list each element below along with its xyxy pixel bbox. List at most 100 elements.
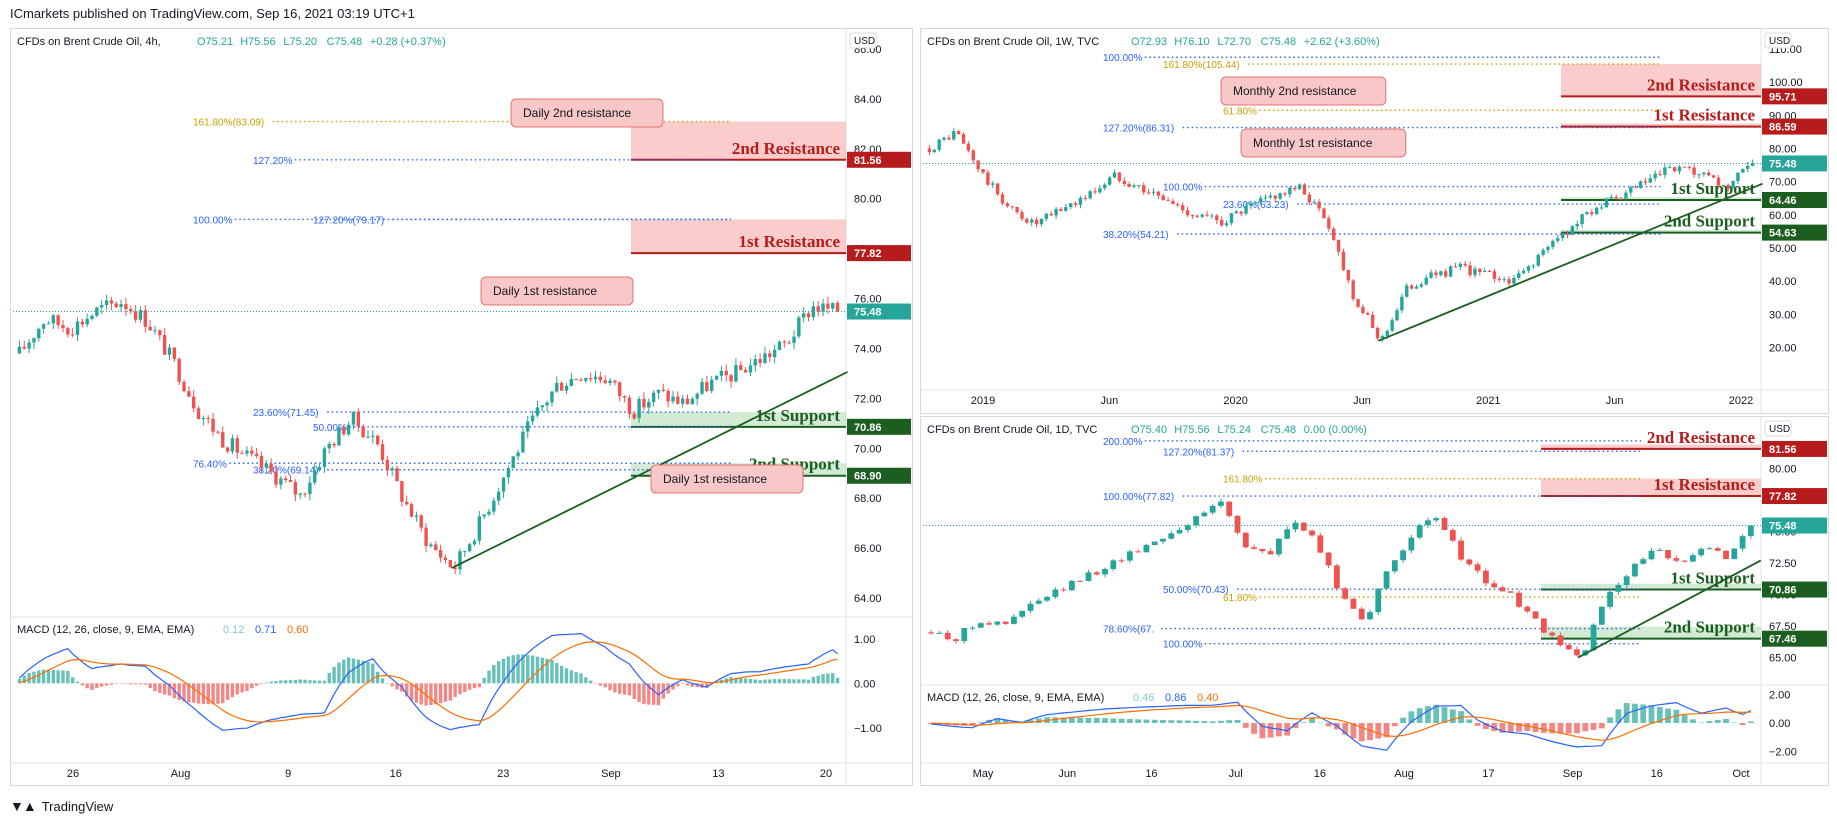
- candle-body: [772, 349, 777, 358]
- candle-body: [472, 540, 477, 545]
- candle-body: [1690, 555, 1696, 562]
- candle-body: [1312, 201, 1316, 203]
- candle-body: [303, 493, 307, 495]
- candle-body: [1000, 194, 1005, 204]
- macd-bar: [994, 718, 1001, 723]
- candle-body: [1350, 598, 1357, 609]
- macd-bar: [225, 683, 230, 700]
- candle-body: [545, 402, 549, 406]
- candle-body: [526, 421, 530, 432]
- left-chart-svg[interactable]: 86.0084.0082.0080.0078.0076.0074.0072.00…: [11, 29, 912, 785]
- candle-body: [172, 347, 177, 359]
- candle-body: [1103, 184, 1107, 189]
- candle-body: [1137, 185, 1141, 187]
- zone-support: [1541, 583, 1761, 590]
- weekly-chart-panel[interactable]: 110.00 100.00 90.00 80.00 70.00 60.00 50.00 40.…: [920, 28, 1829, 414]
- candle-body: [1491, 583, 1498, 588]
- macd-bar: [119, 683, 123, 684]
- candle-body: [1278, 193, 1282, 199]
- left-chart-panel[interactable]: 86.0084.0082.0080.0078.0076.0074.0072.00…: [10, 28, 913, 786]
- fib-level-label: 100.00%: [1163, 183, 1203, 194]
- candle-body: [574, 378, 578, 380]
- daily-chart-svg[interactable]: 80.0077.5075.0072.5070.0067.5065.00USDMa…: [921, 417, 1828, 785]
- price-tick-label: 70.00: [1769, 177, 1797, 189]
- footer: ▼▲ TradingView: [10, 798, 113, 814]
- candle-body: [1293, 187, 1297, 190]
- candle-body: [240, 452, 244, 454]
- macd-bar: [405, 683, 409, 697]
- candle-body: [66, 328, 70, 335]
- candle-body: [313, 470, 317, 483]
- candle-body: [1643, 181, 1648, 183]
- candle-body: [1619, 198, 1623, 200]
- candle-body: [1747, 525, 1754, 537]
- candle-body: [1367, 612, 1373, 620]
- candle-body: [632, 413, 636, 419]
- macd-bar: [1267, 723, 1274, 738]
- candle-body: [1093, 191, 1097, 193]
- candle-body: [1536, 254, 1540, 266]
- macd-bar: [555, 663, 559, 684]
- candle-body: [269, 463, 273, 472]
- macd-bar: [27, 673, 31, 684]
- macd-bar: [46, 669, 51, 684]
- candle-body: [535, 407, 540, 416]
- candle-body: [463, 551, 467, 553]
- candle-body: [835, 302, 840, 312]
- macd-bar: [792, 679, 796, 684]
- macd-bar: [1193, 720, 1199, 723]
- macd-bar: [1292, 723, 1299, 729]
- candle-body: [1142, 185, 1146, 193]
- time-tick-label: Aug: [171, 768, 191, 780]
- candle-body: [936, 632, 943, 634]
- price-tick-label: 40.00: [1769, 276, 1797, 288]
- macd-bar: [1383, 723, 1390, 738]
- candle-body: [27, 342, 31, 349]
- candle-body: [56, 315, 60, 326]
- candle-body: [1400, 296, 1404, 311]
- candle-body: [274, 471, 278, 485]
- fib-level-label: 161.80%(105.44): [1163, 60, 1240, 71]
- macd-bar: [835, 677, 840, 684]
- footer-brand[interactable]: TradingView: [41, 798, 114, 814]
- candle-body: [981, 169, 985, 173]
- ohlc-c-value: C75.48: [327, 36, 362, 48]
- candle-body: [1499, 587, 1506, 592]
- candle-body: [1482, 270, 1487, 273]
- candle-body: [1283, 193, 1287, 195]
- macd-bar: [1474, 723, 1481, 726]
- candle-body: [1317, 201, 1321, 209]
- macd-bar: [637, 683, 641, 702]
- macd-bar: [95, 683, 99, 688]
- fib-level-label: 23.60%(63.23): [1223, 200, 1289, 211]
- zone-label: 2nd Resistance: [732, 139, 841, 158]
- macd-bar: [264, 682, 269, 684]
- candle-body: [971, 150, 975, 161]
- macd-bar: [1706, 721, 1713, 723]
- macd-bar: [1110, 718, 1117, 723]
- candle-body: [1551, 240, 1555, 247]
- macd-bar: [647, 683, 651, 705]
- price-tick-label: 20.00: [1769, 342, 1797, 354]
- candle-body: [1521, 270, 1526, 274]
- macd-bar: [419, 683, 423, 705]
- candle-body: [230, 438, 235, 452]
- macd-bar: [671, 683, 675, 690]
- candle-body: [1585, 212, 1589, 215]
- macd-bar: [1284, 723, 1291, 736]
- macd-bar: [371, 663, 375, 684]
- daily-chart-panel[interactable]: 80.0077.5075.0072.5070.0067.5065.00USDMa…: [920, 416, 1829, 786]
- candle-body: [816, 306, 820, 312]
- candle-body: [1064, 207, 1068, 211]
- candle-body: [409, 504, 414, 517]
- candle-body: [1633, 187, 1638, 189]
- candle-body: [95, 307, 99, 316]
- ohlc-o-value: O72.93: [1131, 36, 1167, 48]
- candle-body: [458, 551, 462, 570]
- weekly-chart-svg[interactable]: 110.00100.0090.0080.0070.0060.0050.0040.…: [921, 29, 1828, 413]
- candle-body: [1176, 529, 1183, 534]
- candle-body: [434, 544, 438, 551]
- macd-bar: [753, 679, 757, 684]
- macd-bar: [622, 683, 627, 695]
- zone-label: 1st Resistance: [1653, 475, 1755, 494]
